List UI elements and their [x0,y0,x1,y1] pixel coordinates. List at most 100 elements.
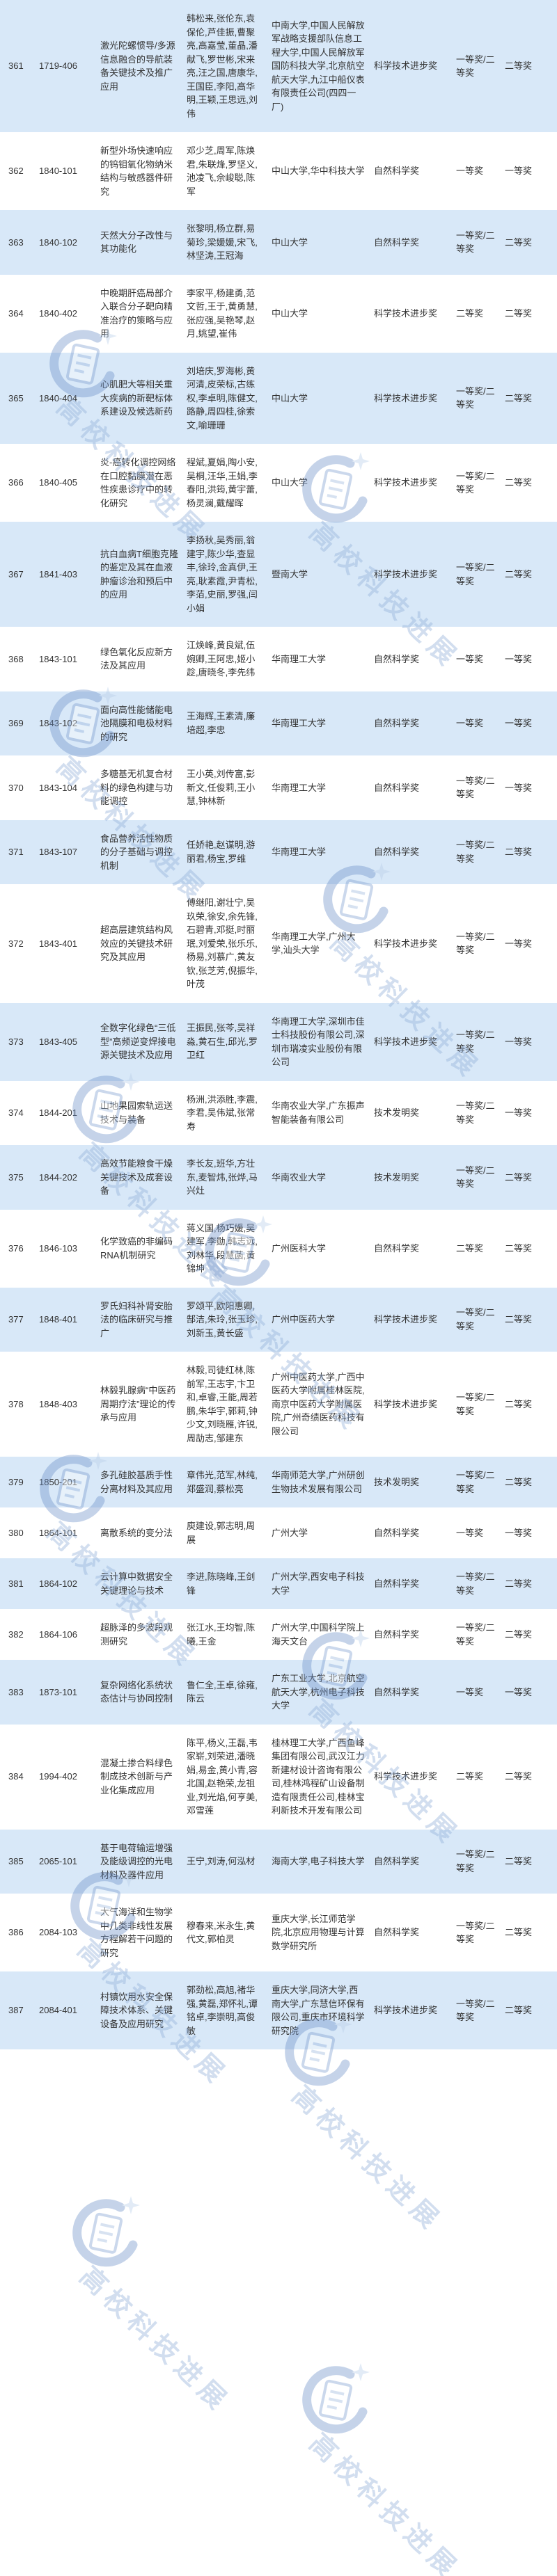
project-organizations: 广州大学,西安电子科技大学 [272,1571,365,1596]
project-organizations: 华南理工大学,广州大学,汕头大学 [272,931,356,956]
project-code: 2084-103 [39,1927,77,1938]
project-code: 1844-201 [39,1107,77,1118]
project-code: 1840-405 [39,477,77,488]
award-category: 科学技术进步奖 [374,2005,438,2016]
final-grade: 一等奖 [505,782,533,793]
awards-table: 361 1719-406 激光陀螺惯导/多源信息融合的导航装备关键技术及推广应用 韩松… [0,0,557,2049]
project-organizations: 广东工业大学,北京航空航天大学,杭州电子科技大学 [272,1673,365,1711]
watermark-stamp: 高校科技进展 [278,2014,529,2306]
row-number: 370 [8,782,24,793]
table-row: 371 1843-107 食品营养活性物质的分子基础与调控机制 任娇艳,赵谋明,游丽君… [0,819,557,884]
project-title: 天然大分子改性与其功能化 [100,230,173,255]
project-organizations: 桂林理工大学,广西鱼峰集团有限公司,武汉江力新建材设计咨询有限公司,桂林鸿程矿山… [272,1737,365,1816]
award-category: 科学技术进步奖 [374,307,438,319]
project-organizations: 广州大学,中国科学院上海天文台 [272,1622,365,1647]
final-grade: 一等奖 [505,1686,533,1697]
award-category: 自然科学奖 [374,1927,420,1938]
final-grade: 二等奖 [505,307,533,319]
award-category: 技术发明奖 [374,1476,420,1487]
final-grade: 一等奖 [505,718,533,728]
project-code: 1994-402 [39,1771,77,1782]
table-row: 381 1864-102 云计算中数据安全关键理论与技术 李进,陈晓峰,王剑锋 广州大学… [0,1558,557,1609]
project-title: 混凝土掺合料绿色制成技术创新与产业化集成应用 [100,1757,173,1795]
table-row: 373 1843-405 全数字化绿色“三低型”高频逆变焊接电源关键技术及应用 王振民… [0,1002,557,1081]
table-row: 369 1843-102 面向高性能储能电池隔膜和电极材料的研究 王海辉,王素清,廉培… [0,691,557,755]
project-organizations: 广州中医药大学 [272,1314,336,1325]
table-row: 385 2065-101 基于电荷输运增强及能级调控的光电材料及器件应用 王宁,刘涛,… [0,1829,557,1894]
project-people: 李进,陈晓峰,王剑锋 [187,1571,256,1596]
recommended-grade: 一等奖 [456,718,484,728]
final-grade: 二等奖 [505,1314,533,1325]
project-code: 1864-101 [39,1527,77,1538]
recommended-grade: 一等奖/二等奖 [456,1920,495,1945]
recommended-grade: 一等奖/二等奖 [456,1392,495,1416]
table-row: 364 1840-402 中晚期肝癌局部介入联合分子靶向精准治疗的策略与应用 李家平,… [0,274,557,353]
recommended-grade: 一等奖/二等奖 [456,931,495,956]
row-number: 385 [8,1856,24,1866]
final-grade: 二等奖 [505,2005,533,2016]
table-row: 365 1840-404 心肌肥大等相关重大疾病的新靶标体系建设及候选新药 刘培庆,罗… [0,352,557,444]
final-grade: 二等奖 [505,392,533,403]
project-people: 庾建设,郭志明,周展 [187,1521,256,1545]
project-people: 江焕峰,黄良斌,伍婉卿,王阿忠,姬小趁,唐晓冬,李先纬 [187,640,256,678]
final-grade: 二等奖 [505,1242,533,1254]
project-code: 1850-201 [39,1476,77,1487]
recommended-grade: 一等奖/二等奖 [456,1849,495,1873]
project-people: 杨洲,洪添胜,李震,李君,吴伟斌,张常寿 [187,1094,258,1132]
project-code: 1843-102 [39,718,77,728]
table-row: 384 1994-402 混凝土掺合料绿色制成技术创新与产业化集成应用 陈平,杨义,王… [0,1724,557,1830]
watermark-stamp: 高校科技进展 [66,2195,317,2487]
project-title: 超脉泽的多波段观测研究 [100,1622,173,1647]
university-tech-progress-logo-icon [302,2363,370,2434]
award-category: 科学技术进步奖 [374,392,438,403]
award-category: 科学技术进步奖 [374,568,438,579]
project-people: 章伟光,范军,林纯,郑盛润,蔡松亮 [187,1470,258,1494]
table-row: 375 1844-202 高效节能粮食干燥关键技术及成套设备 李长友,班华,方壮东,麦… [0,1145,557,1210]
award-category: 自然科学奖 [374,847,420,857]
row-number: 361 [8,61,24,72]
project-people: 张江水,王均智,陈曦,王金 [187,1622,256,1647]
project-title: 罗氏妇科补肾安胎法的临床研究与推广 [100,1300,173,1338]
project-code: 1848-403 [39,1398,77,1409]
watermark-text: 高校科技进展 [304,2428,466,2576]
award-category: 科学技术进步奖 [374,1398,438,1409]
row-number: 367 [8,568,24,579]
project-people: 刘培庆,罗海彬,黄河清,皮荣标,古练权,李卓明,陈健文,路静,周四桂,徐索文,喻… [187,365,258,431]
award-category: 科学技术进步奖 [374,1314,438,1325]
project-title: 中晚期肝癌局部介入联合分子靶向精准治疗的策略与应用 [100,287,173,339]
table-row: 383 1873-101 复杂网络化系统状态估计与协同控制 鲁仁全,王卓,徐雍,陈云广… [0,1660,557,1725]
project-people: 王宁,刘涛,何泓材 [187,1856,256,1866]
row-number: 376 [8,1242,24,1254]
project-people: 李扬秋,吴秀丽,翁建宇,陈少华,查显丰,徐玲,金真伊,王亮,耿素霞,尹青松,李萡… [187,535,258,614]
final-grade: 二等奖 [505,1476,533,1487]
university-tech-progress-logo-icon [72,2196,140,2267]
row-number: 362 [8,166,24,177]
project-people: 鲁仁全,王卓,徐雍,陈云 [187,1679,258,1704]
project-people: 邓少芝,周军,陈焕君,朱联烽,罗坚义,池凌飞,佘峻聪,陈军 [187,145,258,197]
project-code: 1719-406 [39,61,77,72]
project-code: 1840-402 [39,307,77,319]
table-row: 377 1848-401 罗氏妇科补肾安胎法的临床研究与推广 罗颂平,欧阳惠卿,郜洁,… [0,1287,557,1352]
row-number: 379 [8,1476,24,1487]
award-category: 自然科学奖 [374,653,420,664]
row-number: 386 [8,1927,24,1938]
recommended-grade: 一等奖/二等奖 [456,1470,495,1494]
final-grade: 二等奖 [505,1578,533,1589]
row-number: 371 [8,847,24,857]
recommended-grade: 一等奖/二等奖 [456,230,495,255]
project-code: 1843-101 [39,653,77,664]
project-people: 林毅,司徒红林,陈前军,王志宇,卞卫和,卓睿,王能,周若鹏,朱华宇,郭莉,钟少文… [187,1365,258,1443]
row-number: 381 [8,1578,24,1589]
final-grade: 一等奖 [505,1107,533,1118]
recommended-grade: 一等奖/二等奖 [456,54,495,79]
project-people: 张黎明,杨立群,易菊珍,梁媛媛,宋飞,林坚涛,王冠海 [187,223,258,261]
recommended-grade: 一等奖 [456,166,484,177]
table-row: 379 1850-201 多孔硅胶基质手性分离材料及其应用 章伟光,范军,林纯,郑盛润… [0,1457,557,1507]
project-code: 1846-103 [39,1242,77,1254]
row-number: 373 [8,1036,24,1047]
project-people: 王小英,刘传富,彭新文,任俊莉,王小慧,钟林新 [187,769,256,806]
project-title: 抗白血病T细胞克隆的鉴定及其在血液肿瘤诊治和预后中的应用 [100,548,178,600]
row-number: 378 [8,1398,24,1409]
project-title: 多糖基无机复合材料的绿色构建与功能调控 [100,769,173,806]
project-title: 离散系统的变分法 [100,1527,173,1538]
